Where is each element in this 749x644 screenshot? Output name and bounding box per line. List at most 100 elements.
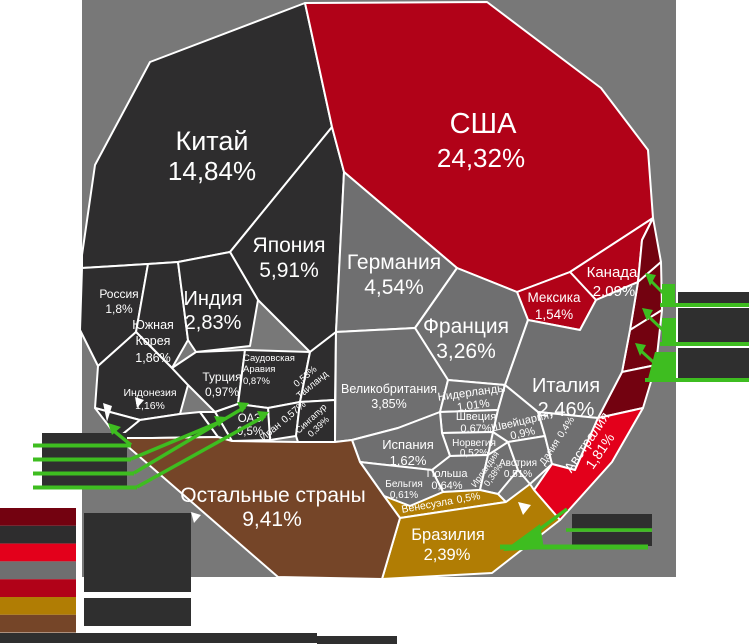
label-austria-value: 0,51% xyxy=(504,469,532,480)
legend-swatch-asia xyxy=(0,525,76,544)
cluster-asia xyxy=(79,2,345,443)
label-sweden-name: Швеция xyxy=(456,411,496,423)
legend-swatch-rest xyxy=(0,614,76,633)
label-japan-value: 5,91% xyxy=(259,259,319,282)
left-callout-box-1 xyxy=(42,433,127,445)
cell-ireland xyxy=(479,441,519,495)
label-india-value: 2,83% xyxy=(185,312,242,334)
label-brazil-value: 2,39% xyxy=(424,546,471,564)
green-arrow-bar-2 xyxy=(662,318,676,343)
white-arrow-icon-asia-tip xyxy=(103,403,112,422)
legend-swatch-south-america xyxy=(0,597,76,615)
right-connector-2 xyxy=(645,313,668,335)
label-mexico-value: 1,54% xyxy=(535,307,573,322)
right-callout-box-2 xyxy=(678,308,749,342)
green-arrow-icon-left-1 xyxy=(108,423,121,435)
legend-swatch-europe xyxy=(0,561,76,580)
label-venezuela-value: 0,5% xyxy=(456,490,482,506)
label-sweden-value: 0,67% xyxy=(460,423,491,435)
label-uk-value: 3,85% xyxy=(371,397,406,411)
caption-bar-1 xyxy=(0,633,317,643)
legend-swatch-north-america xyxy=(0,579,76,597)
left-connector-2 xyxy=(130,419,223,461)
white-arrow-icon-indonesia xyxy=(135,397,144,408)
legend-swatch-oceania xyxy=(0,543,76,562)
legend xyxy=(0,508,191,633)
label-russia-value: 1,8% xyxy=(105,302,133,316)
label-south-korea-value: 1,86% xyxy=(135,351,170,365)
green-arrow-icon-left-3 xyxy=(237,402,249,413)
label-norway-name: Норвегия xyxy=(452,438,496,449)
caption-bar-2 xyxy=(317,636,397,644)
label-china-value: 14,84% xyxy=(168,156,256,186)
right-callouts xyxy=(635,273,749,382)
left-connector-4 xyxy=(136,414,266,489)
label-poland-name: Польша xyxy=(427,468,469,480)
label-austria-name: Австрия xyxy=(499,458,537,469)
left-callout-box-4 xyxy=(42,475,127,487)
label-spain-value: 1,62% xyxy=(390,453,427,468)
label-japan-name: Япония xyxy=(253,234,326,257)
cell-brazil xyxy=(381,483,561,580)
label-uk-name: Великобритания xyxy=(341,382,437,396)
right-callout-box-1 xyxy=(678,292,749,304)
label-mexico-name: Мексика xyxy=(528,290,581,305)
cell-india xyxy=(177,251,259,353)
cell-rest-of-world xyxy=(117,436,401,580)
label-usa-name: США xyxy=(450,108,518,140)
green-arrow-icon-right-1 xyxy=(645,273,656,286)
left-callouts xyxy=(33,402,269,490)
label-turkey-name: Турция xyxy=(202,370,241,384)
label-belgium-name: Бельгия xyxy=(385,479,423,490)
label-saudi-name2: Аравия xyxy=(243,364,275,375)
green-arrow-bar-1 xyxy=(662,284,675,304)
label-canada-value: 2,09% xyxy=(593,283,636,300)
label-france-value: 3,26% xyxy=(436,340,496,363)
legend-text-box-large xyxy=(84,513,191,592)
bottom-right-callout-box-1 xyxy=(572,514,652,529)
label-switzerland-value: 0,9% xyxy=(509,425,536,442)
green-arrow-icon-right-2 xyxy=(642,308,653,321)
label-china-name: Китай xyxy=(176,126,249,156)
cell-labels: Китай 14,84% США 24,32% Япония 5,91% Инд… xyxy=(99,108,638,564)
green-arrow-icon-left-2 xyxy=(214,416,226,427)
label-india-name: Индия xyxy=(183,288,242,310)
label-france-name: Франция xyxy=(423,315,509,338)
right-connector-1 xyxy=(648,278,668,298)
label-rest-name: Остальные страны xyxy=(180,484,365,507)
bottom-right-callouts xyxy=(500,502,652,551)
label-usa-value: 24,32% xyxy=(437,143,525,173)
left-callout-box-2 xyxy=(42,447,127,459)
bottom-right-callout-box-2 xyxy=(572,532,652,546)
legend-swatch-maroon xyxy=(0,508,76,526)
label-norway-value: 0,52% xyxy=(460,448,488,459)
green-arrow-icon-left-4 xyxy=(257,411,269,422)
label-belgium-value: 0,61% xyxy=(390,490,418,501)
legend-text-box-small xyxy=(84,598,191,626)
label-saudi-name1: Саудовская xyxy=(243,353,295,364)
green-arrow-icon-bottom-right xyxy=(503,524,544,551)
label-russia-name: Россия xyxy=(99,287,138,301)
label-poland-value: 0,64% xyxy=(431,480,462,492)
label-netherlands-value: 1,01% xyxy=(456,398,490,414)
label-indonesia-name: Индонезия xyxy=(123,387,176,399)
green-arrow-bar-3 xyxy=(648,352,676,379)
label-turkey-value: 0,97% xyxy=(205,385,239,399)
left-connector-3 xyxy=(133,405,246,475)
label-south-korea-name1: Южная xyxy=(132,318,174,332)
white-arrow-icon-rest xyxy=(191,512,201,523)
cell-austria xyxy=(507,435,553,485)
label-indonesia-value: 1,16% xyxy=(135,400,165,412)
label-canada-name: Канада xyxy=(587,264,638,281)
label-saudi-value: 0,87% xyxy=(243,376,270,387)
left-callout-box-3 xyxy=(42,461,127,473)
cluster-europe xyxy=(334,171,639,507)
cell-south-korea xyxy=(135,261,189,369)
cluster-south-america xyxy=(381,483,561,580)
label-germany-name: Германия xyxy=(347,251,441,274)
label-rest-value: 9,41% xyxy=(242,508,302,531)
right-connector-3 xyxy=(638,348,662,370)
label-italy-value: 2,46% xyxy=(538,399,595,421)
